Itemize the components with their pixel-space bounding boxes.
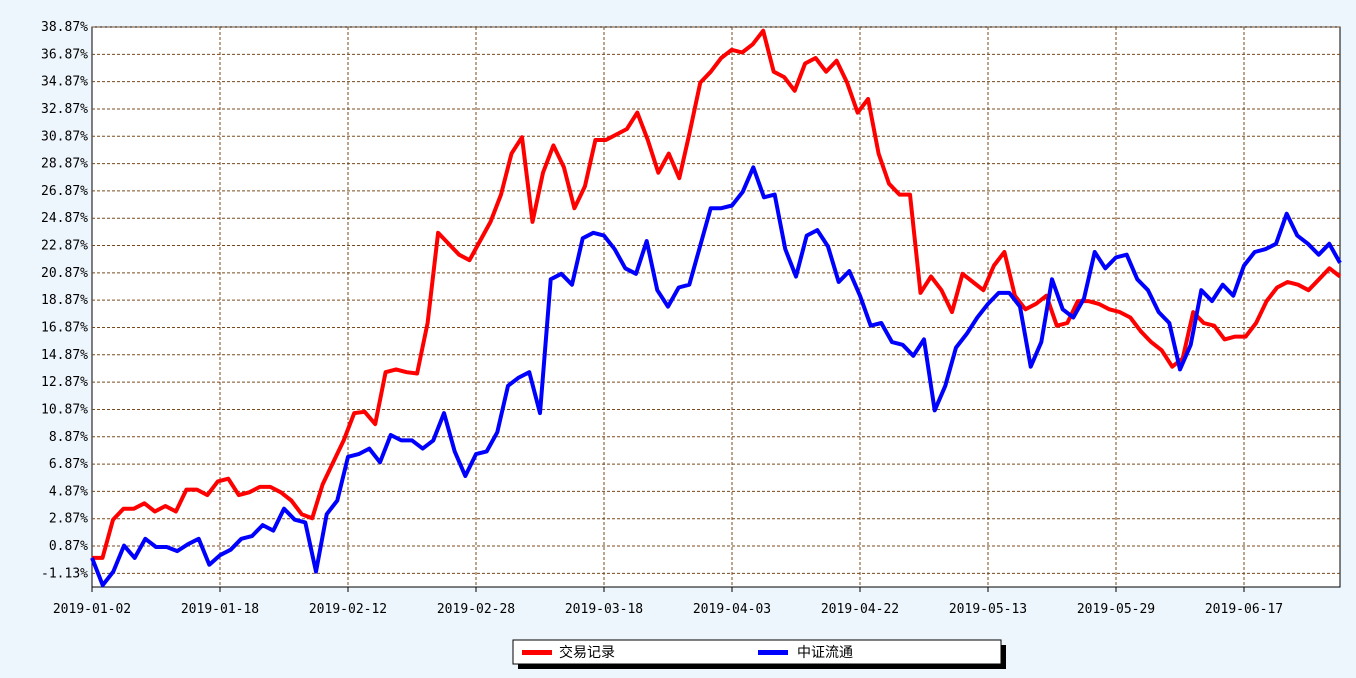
x-tick-label: 2019-04-22 [821, 602, 899, 617]
x-tick-label: 2019-05-29 [1077, 602, 1155, 617]
y-tick-label: 18.87% [41, 293, 88, 308]
x-tick-label: 2019-01-18 [181, 602, 259, 617]
y-tick-label: 2.87% [49, 512, 88, 527]
x-tick-label: 2019-01-02 [53, 602, 131, 617]
series-lines [90, 28, 1342, 588]
y-tick-label: 24.87% [41, 211, 88, 226]
y-tick-label: 8.87% [49, 430, 88, 445]
y-tick-label: 16.87% [41, 320, 88, 335]
x-tick-label: 2019-04-03 [693, 602, 771, 617]
plot-area [91, 26, 1341, 588]
y-tick-label: 4.87% [49, 484, 88, 499]
y-tick-label: 0.87% [49, 539, 88, 554]
y-tick-label: 38.87% [41, 20, 88, 35]
y-tick-label: 10.87% [41, 402, 88, 417]
y-tick-label: 30.87% [41, 129, 88, 144]
y-tick-label: 26.87% [41, 184, 88, 199]
y-axis-tick-labels: 38.87% 36.87% 34.87% 32.87% 30.87% 28.87% 26.8… [41, 20, 88, 581]
y-tick-label: 20.87% [41, 266, 88, 281]
x-tick-label: 2019-06-17 [1205, 602, 1283, 617]
x-tick-label: 2019-02-28 [437, 602, 515, 617]
x-tick-label: 2019-03-18 [565, 602, 643, 617]
x-tick-label: 2019-05-13 [949, 602, 1027, 617]
y-tick-label: 6.87% [49, 457, 88, 472]
legend-swatch-series-1 [522, 650, 552, 655]
legend-label-series-2: 中证流通 [797, 645, 853, 661]
series-line-2 [90, 165, 1342, 588]
y-tick-label: 12.87% [41, 375, 88, 390]
y-tick-label: 28.87% [41, 157, 88, 172]
y-tick-label: 14.87% [41, 348, 88, 363]
y-tick-label: 22.87% [41, 239, 88, 254]
legend-box [512, 639, 1002, 665]
series-line-1 [92, 28, 1342, 560]
y-tick-label: 34.87% [41, 75, 88, 90]
grid-lines [91, 26, 1340, 592]
legend: 交易记录 中证流通 [512, 639, 1006, 669]
y-tick-label: -1.13% [41, 566, 88, 581]
y-tick-label: 32.87% [41, 102, 88, 117]
y-tick-label: 36.87% [41, 47, 88, 62]
x-axis-tick-labels: 2019-01-02 2019-01-18 2019-02-12 2019-02-28… [53, 602, 1283, 617]
legend-swatch-series-2 [758, 650, 788, 655]
x-tick-label: 2019-02-12 [309, 602, 387, 617]
legend-label-series-1: 交易记录 [559, 644, 615, 661]
